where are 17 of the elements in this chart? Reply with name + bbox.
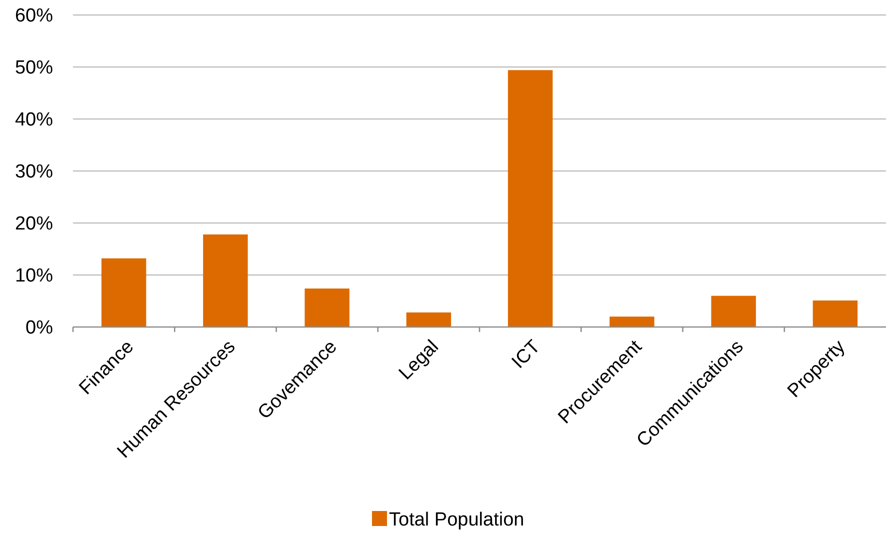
x-tick-label: ICT: [508, 336, 545, 373]
y-tick-label: 0%: [26, 318, 54, 339]
y-tick-label: 20%: [14, 214, 54, 235]
bar: [711, 296, 756, 327]
y-tick-label: 30%: [14, 162, 54, 183]
legend-label: Total Population: [389, 510, 524, 531]
y-tick-label: 10%: [14, 266, 54, 287]
bar: [812, 300, 858, 327]
y-tick-label: 60%: [14, 6, 54, 27]
bar: [101, 258, 146, 327]
bar: [203, 234, 248, 327]
y-tick-label: 40%: [14, 110, 54, 131]
y-tick-label: 50%: [14, 58, 54, 79]
bar: [610, 316, 654, 327]
bar: [304, 288, 350, 327]
bar: [406, 312, 452, 327]
bar: [508, 70, 553, 327]
